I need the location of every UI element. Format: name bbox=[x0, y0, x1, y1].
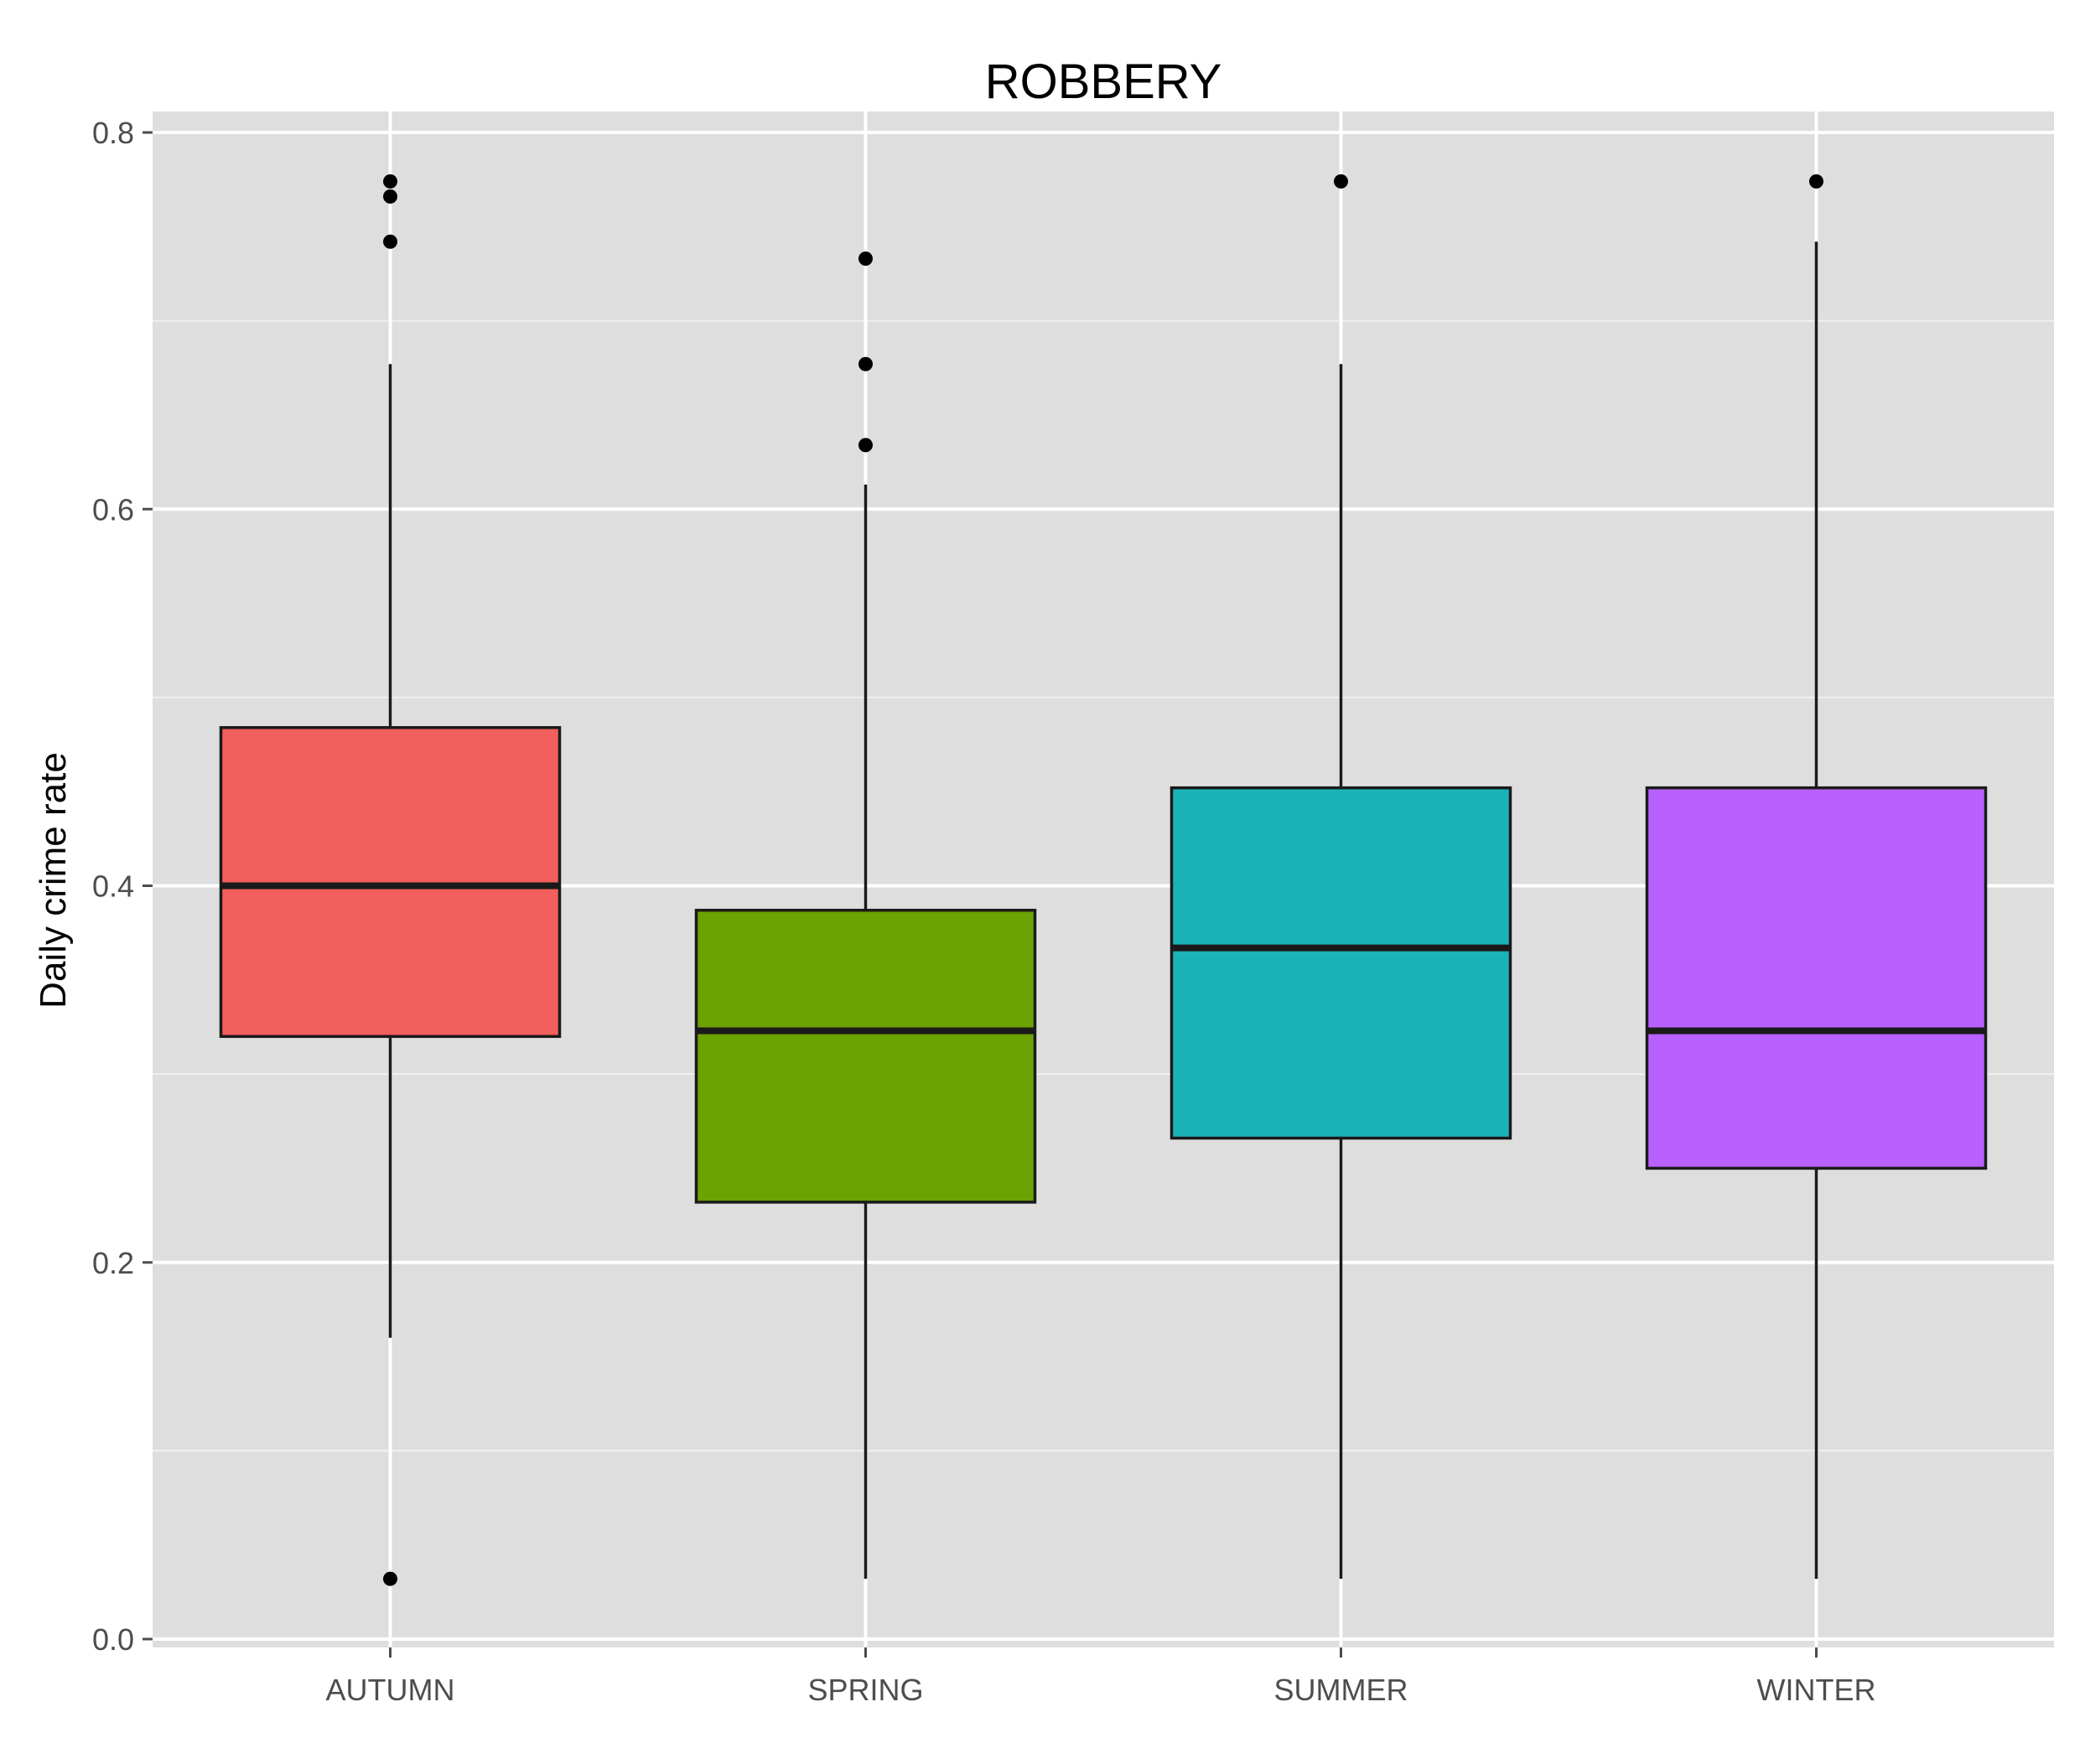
outlier-point bbox=[383, 189, 397, 204]
x-tick-label: SUMMER bbox=[1274, 1673, 1408, 1707]
y-tick-label: 0.0 bbox=[92, 1622, 134, 1657]
boxplot-summer bbox=[1170, 174, 1512, 1580]
box bbox=[1645, 786, 1988, 1170]
outlier-point bbox=[858, 251, 873, 266]
boxplot-spring bbox=[694, 251, 1037, 1580]
y-axis: 0.0 0.2 0.4 0.6 0.8 bbox=[92, 116, 153, 1657]
boxplot-winter bbox=[1645, 174, 1988, 1580]
y-tick-label: 0.8 bbox=[92, 116, 134, 150]
boxplots bbox=[219, 174, 1988, 1586]
boxplot-autumn bbox=[219, 174, 562, 1586]
x-tick-label: SPRING bbox=[807, 1673, 923, 1707]
outlier-point bbox=[383, 1571, 397, 1586]
box bbox=[1170, 786, 1512, 1140]
outlier-point bbox=[1334, 174, 1348, 189]
outlier-point bbox=[858, 438, 873, 453]
y-tick-label: 0.4 bbox=[92, 869, 134, 904]
y-tick-label: 0.6 bbox=[92, 492, 134, 527]
x-tick-label: AUTUMN bbox=[326, 1673, 455, 1707]
y-axis-title: Daily crime rate bbox=[33, 752, 74, 1009]
box bbox=[694, 908, 1037, 1204]
outlier-point bbox=[858, 356, 873, 371]
y-tick-label: 0.2 bbox=[92, 1246, 134, 1280]
outlier-point bbox=[1809, 174, 1823, 189]
x-axis: AUTUMN SPRING SUMMER WINTER bbox=[326, 1647, 1876, 1707]
outlier-point bbox=[383, 174, 397, 189]
outlier-point bbox=[383, 234, 397, 249]
chart-title: ROBBERY bbox=[985, 54, 1222, 109]
x-tick-label: WINTER bbox=[1757, 1673, 1876, 1707]
box bbox=[219, 726, 562, 1038]
